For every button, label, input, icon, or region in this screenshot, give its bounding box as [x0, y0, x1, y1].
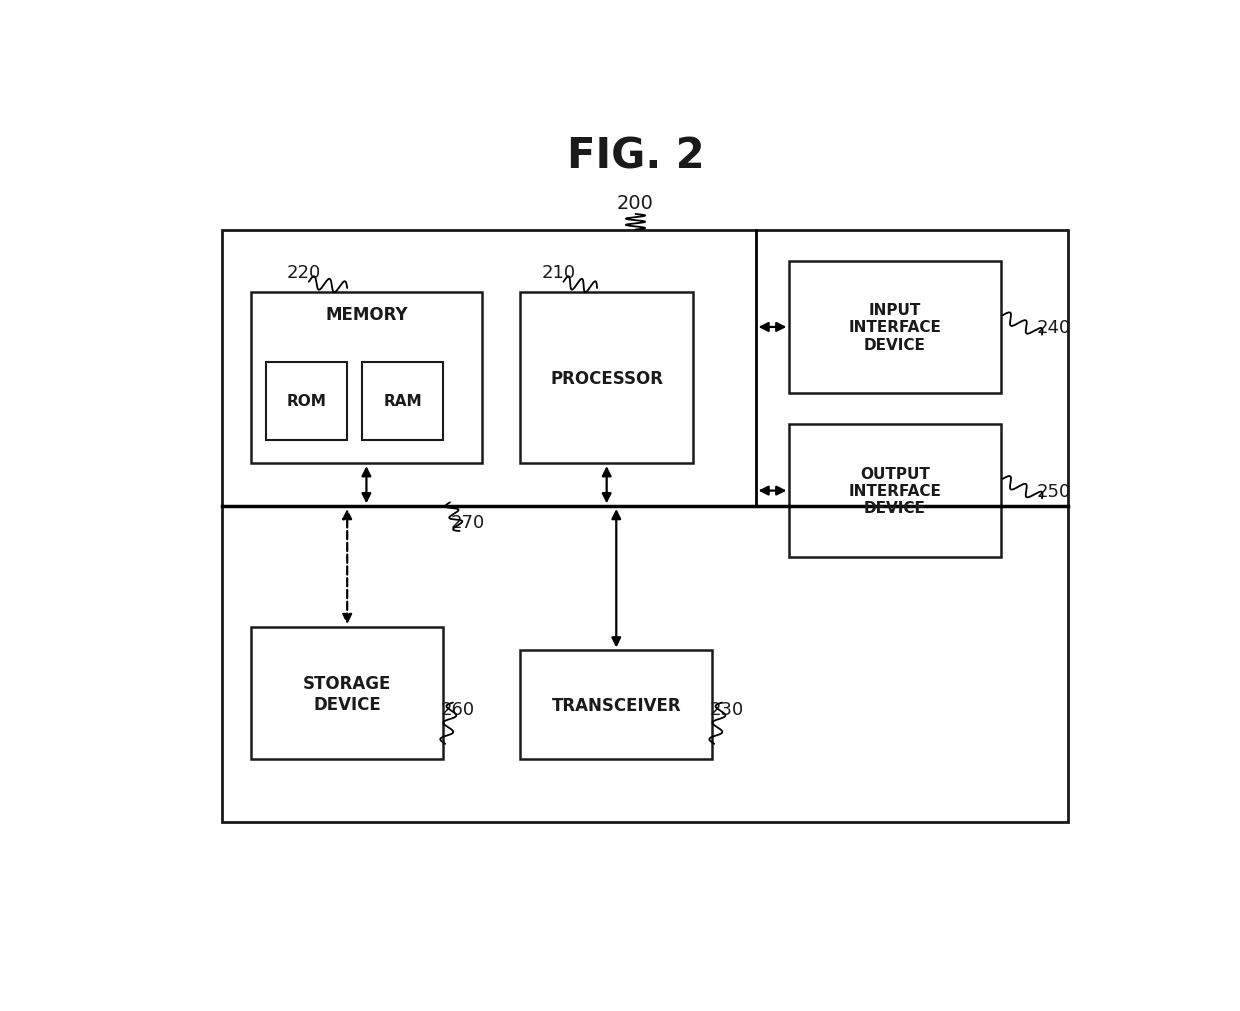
Text: 240: 240 [1037, 318, 1070, 337]
Text: 220: 220 [286, 264, 321, 282]
Bar [250, 627, 444, 759]
Text: TRANSCEIVER: TRANSCEIVER [552, 697, 681, 714]
Bar [265, 363, 347, 441]
Text: OUTPUT
INTERFACE
DEVICE: OUTPUT INTERFACE DEVICE [848, 466, 941, 516]
Text: PROCESSOR: PROCESSOR [551, 369, 663, 387]
Bar [222, 231, 1068, 822]
Text: ROM: ROM [286, 394, 326, 409]
Text: 210: 210 [542, 264, 575, 282]
Text: INPUT
INTERFACE
DEVICE: INPUT INTERFACE DEVICE [848, 302, 941, 353]
Bar [789, 425, 1001, 557]
Text: 200: 200 [618, 193, 653, 212]
Text: 250: 250 [1037, 482, 1070, 500]
Text: MEMORY: MEMORY [325, 305, 408, 324]
Bar [789, 262, 1001, 393]
Text: 230: 230 [709, 700, 744, 718]
Text: RAM: RAM [383, 394, 422, 409]
Bar [521, 651, 713, 759]
Bar [250, 292, 481, 464]
Bar [362, 363, 444, 441]
Text: 270: 270 [450, 514, 485, 531]
Text: 260: 260 [440, 700, 475, 718]
Text: STORAGE
DEVICE: STORAGE DEVICE [303, 674, 392, 713]
Text: FIG. 2: FIG. 2 [567, 135, 704, 177]
Bar [521, 292, 693, 464]
